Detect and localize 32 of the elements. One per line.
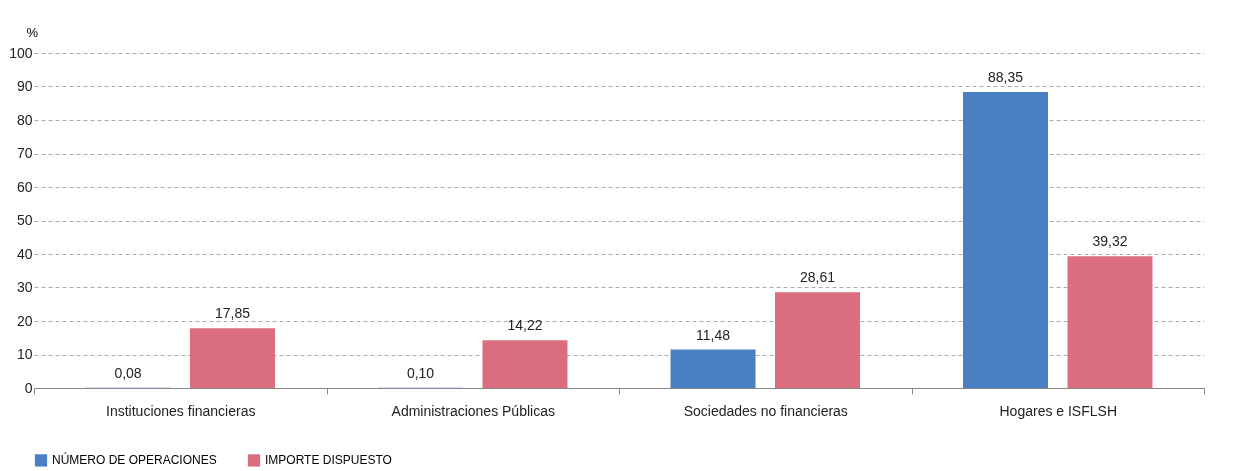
y-tick-label: 20 bbox=[16, 312, 33, 329]
x-tick-label: Administraciones Públicas bbox=[391, 402, 555, 419]
y-tick-label: 30 bbox=[16, 279, 33, 295]
data-label: 39,32 bbox=[1092, 233, 1128, 250]
data-label: 17,85 bbox=[214, 305, 251, 322]
bar bbox=[963, 92, 1049, 388]
x-tick-label: Hogares e ISFLSH bbox=[999, 402, 1117, 419]
data-label: 0,10 bbox=[406, 364, 435, 381]
bar bbox=[482, 340, 568, 388]
data-label: 11,48 bbox=[696, 326, 731, 343]
data-label: 14,22 bbox=[507, 317, 543, 334]
bar bbox=[1067, 256, 1153, 388]
y-tick-label: 60 bbox=[16, 178, 33, 195]
x-tick-label: Sociedades no financieras bbox=[683, 402, 848, 419]
data-label: 0,08 bbox=[114, 364, 142, 381]
y-tick-label: 50 bbox=[16, 212, 33, 228]
legend-label: NÚMERO DE OPERACIONES bbox=[52, 452, 217, 468]
y-tick-label: 90 bbox=[16, 78, 33, 94]
data-label: 28,61 bbox=[799, 269, 836, 286]
legend-label: IMPORTE DISPUESTO bbox=[265, 453, 392, 468]
y-tick-label: 70 bbox=[16, 145, 33, 161]
bar bbox=[774, 292, 860, 388]
bar bbox=[670, 349, 756, 388]
y-tick-label: 10 bbox=[16, 346, 33, 362]
y-tick-label: 100 bbox=[9, 44, 33, 61]
y-tick-label: 40 bbox=[16, 245, 33, 262]
bar bbox=[189, 328, 275, 388]
y-axis-title: % bbox=[26, 24, 39, 40]
y-tick-label: 0 bbox=[24, 379, 33, 396]
y-tick-label: 80 bbox=[16, 111, 33, 128]
x-tick-label: Instituciones financieras bbox=[106, 402, 256, 419]
data-label: 88,35 bbox=[987, 69, 1024, 86]
